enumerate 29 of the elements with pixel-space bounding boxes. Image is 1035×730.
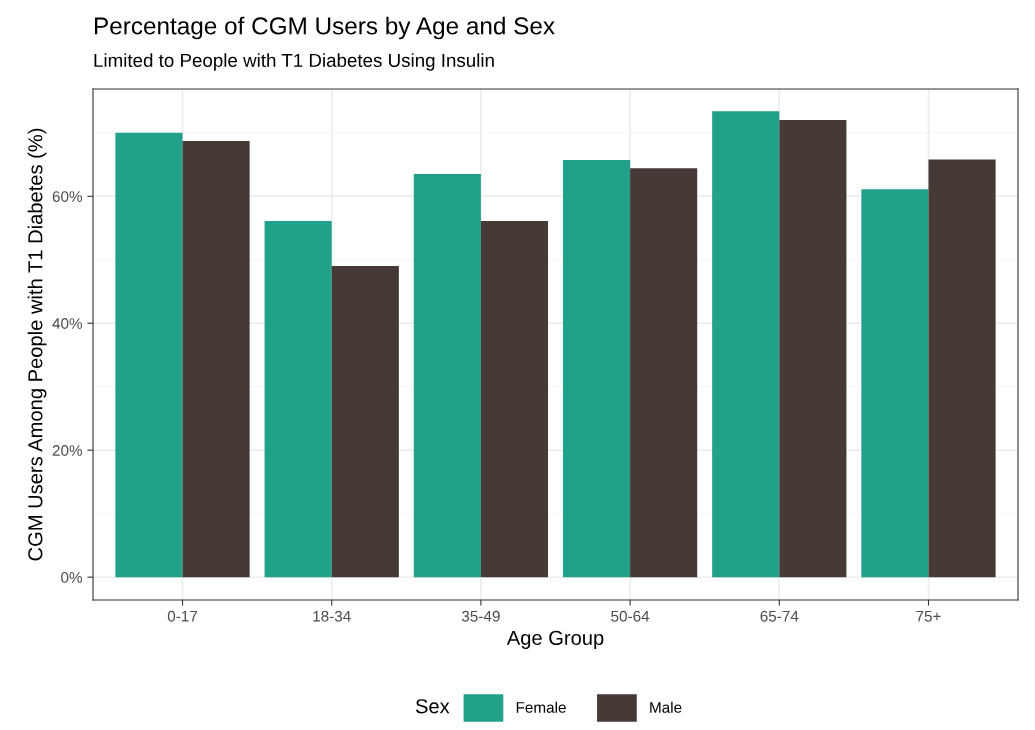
bar bbox=[562, 160, 631, 578]
bar bbox=[712, 111, 780, 578]
bar bbox=[928, 159, 996, 578]
y-tick-label: 60% bbox=[52, 191, 83, 202]
y-tick-label: 20% bbox=[52, 445, 83, 456]
legend-title: Sex bbox=[415, 699, 450, 714]
bar bbox=[115, 132, 183, 578]
bar bbox=[480, 221, 549, 578]
x-tick-label: 0-17 bbox=[167, 610, 198, 622]
x-tick-label: 35-49 bbox=[461, 610, 500, 622]
bar bbox=[861, 189, 929, 578]
x-tick-label: 75+ bbox=[916, 610, 941, 622]
bar bbox=[182, 141, 250, 578]
bar bbox=[413, 174, 481, 578]
x-tick-label: 50-64 bbox=[611, 610, 650, 622]
bar bbox=[630, 168, 698, 578]
legend-label: Male bbox=[650, 701, 682, 713]
bar bbox=[264, 221, 332, 578]
x-axis-title: Age Group bbox=[506, 630, 604, 649]
bar bbox=[331, 266, 399, 578]
chart-subtitle: Limited to People with T1 Diabetes Using Insulin bbox=[94, 53, 494, 71]
y-tick-label: 0% bbox=[61, 572, 83, 583]
chart-title: Percentage of CGM Users by Age and Sex bbox=[94, 16, 555, 40]
bar bbox=[779, 120, 847, 578]
x-tick-label: 18-34 bbox=[313, 610, 351, 622]
y-tick-label: 40% bbox=[52, 318, 83, 329]
y-axis-title: CGM Users Among People with T1 Diabetes (%) bbox=[27, 128, 47, 561]
legend-label: Female bbox=[516, 701, 566, 713]
x-tick-label: 65-74 bbox=[760, 610, 799, 622]
